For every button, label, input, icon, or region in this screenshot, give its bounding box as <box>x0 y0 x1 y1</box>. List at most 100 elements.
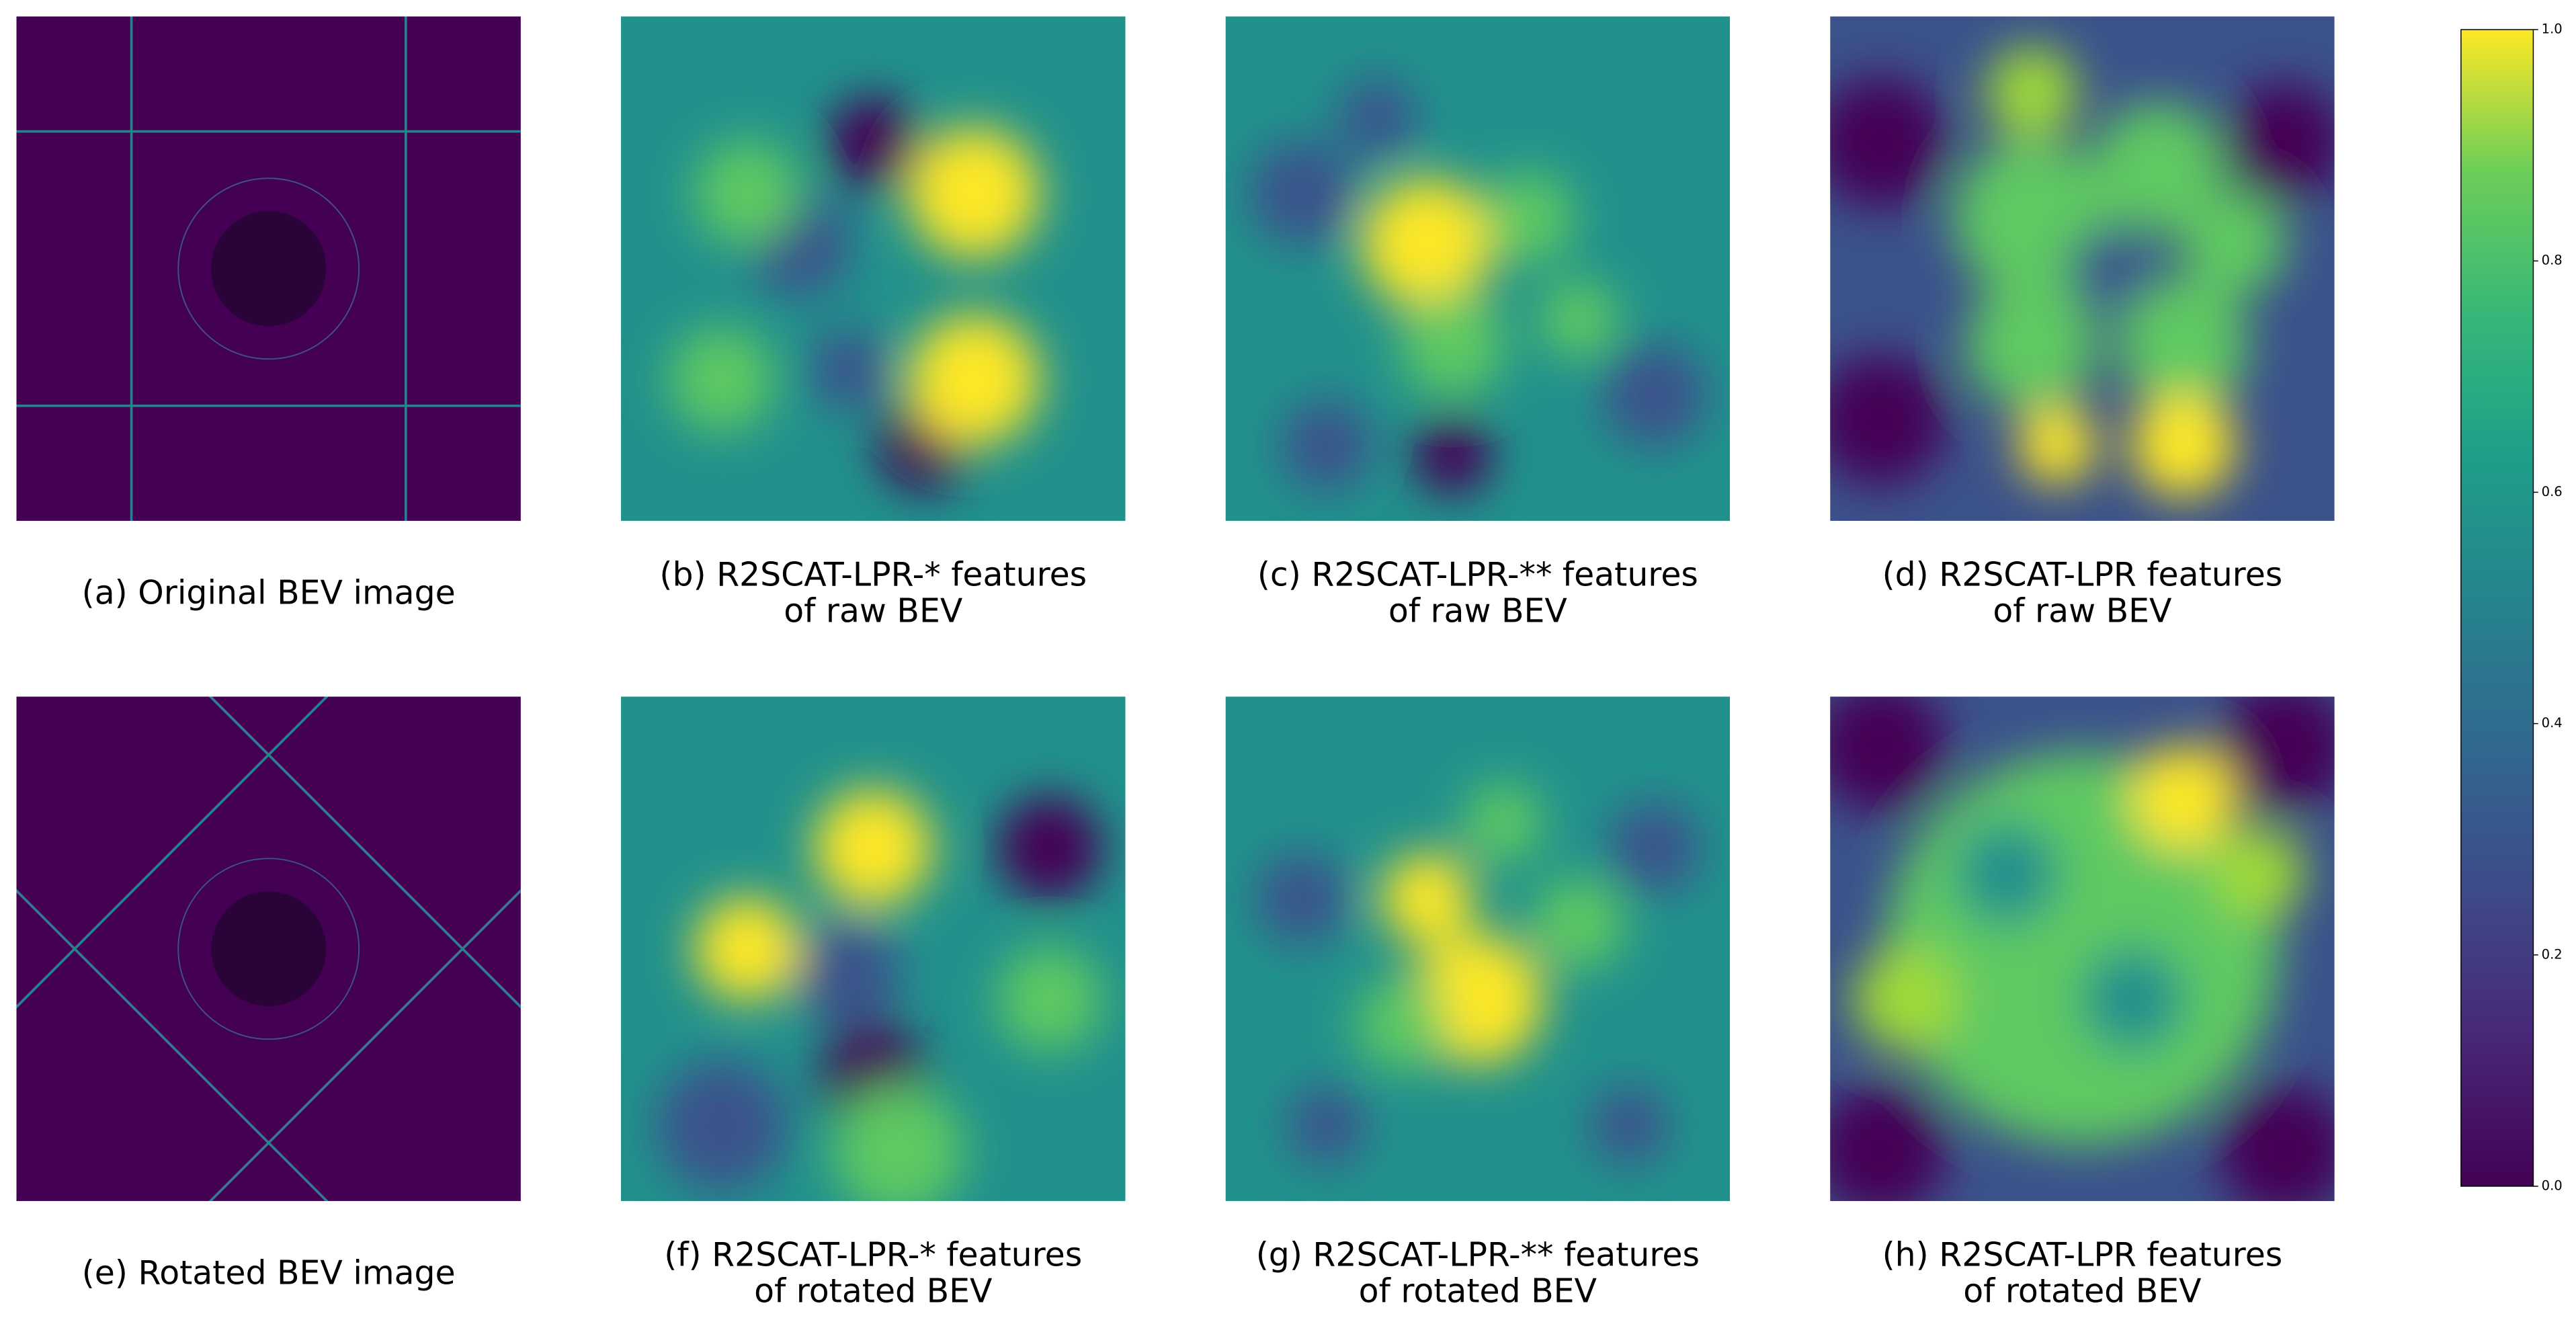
feature-blob <box>2218 1085 2335 1201</box>
panel-image <box>1830 696 2335 1201</box>
panel-caption: of rotated BEV <box>754 1272 993 1310</box>
feature-blob <box>1362 177 1493 309</box>
scan-ring <box>177 177 360 360</box>
feature-blob <box>1830 1085 1946 1201</box>
feature-blob <box>1482 172 1575 264</box>
feature-blob <box>1255 852 1347 944</box>
feature-blob <box>1413 415 1492 495</box>
panel-caption: of raw BEV <box>1388 591 1568 630</box>
panel-image <box>1225 696 1731 1201</box>
feature-blob <box>1539 280 1618 359</box>
feature-blob <box>669 327 775 432</box>
colorbar-tick-label: 0.0 <box>2542 1178 2563 1193</box>
feature-blob <box>1966 278 2097 410</box>
feature-blob <box>1463 783 1542 862</box>
feature-blob <box>1830 77 1946 208</box>
feature-blob <box>1532 877 1625 970</box>
panel <box>1830 696 2335 1201</box>
road-edge <box>186 866 521 1201</box>
panel-image <box>16 16 521 521</box>
panel-caption: (h) R2SCAT-LPR features <box>1882 1236 2283 1274</box>
feature-blob <box>2092 102 2224 234</box>
panel-caption: (c) R2SCAT-LPR-** features <box>1257 556 1698 594</box>
colorbar-tick-label: 0.6 <box>2542 484 2563 499</box>
panel <box>621 696 1126 1201</box>
colorbar-tick-label: 0.2 <box>2542 946 2563 962</box>
feature-blob <box>1287 1085 1366 1165</box>
feature-blob <box>694 896 800 1001</box>
panel-caption: of rotated BEV <box>1963 1272 2202 1310</box>
feature-blobs <box>656 788 1102 1201</box>
panel-caption: (e) Rotated BEV image <box>82 1253 456 1292</box>
feature-blob <box>2130 393 2236 498</box>
feature-blob <box>694 140 800 246</box>
feature-blob <box>997 795 1102 901</box>
feature-blob <box>1249 140 1354 246</box>
feature-blob <box>2212 827 2305 919</box>
road-edge <box>16 696 351 1032</box>
feature-blob <box>2080 946 2186 1052</box>
scan-ring <box>177 858 360 1040</box>
road-edge <box>16 866 351 1201</box>
panel-image <box>621 696 1126 1201</box>
panel-background <box>621 16 1126 521</box>
bev-points <box>16 696 521 1201</box>
panel-caption: of rotated BEV <box>1359 1272 1597 1310</box>
feature-blob <box>997 946 1102 1052</box>
colorbar <box>2460 29 2534 1187</box>
feature-blob <box>1381 852 1474 944</box>
feature-blob <box>1400 292 1505 397</box>
feature-blob <box>656 1059 788 1191</box>
feature-blobs <box>1830 696 2335 1201</box>
panel-caption: (d) R2SCAT-LPR features <box>1882 556 2283 594</box>
feature-blob <box>2117 278 2249 410</box>
panel <box>1225 16 1731 521</box>
feature-blobs <box>669 96 1040 491</box>
feature-blobs <box>1255 783 1700 1165</box>
panel-caption: (a) Original BEV image <box>82 573 456 612</box>
blind-spot <box>211 211 327 327</box>
feature-blobs <box>1830 46 2335 498</box>
panel <box>1830 16 2335 521</box>
feature-blob <box>2068 229 2147 308</box>
feature-blob <box>1280 399 1372 491</box>
feature-blob <box>1830 354 1946 486</box>
feature-blob <box>2225 83 2335 202</box>
panel <box>621 16 1126 521</box>
panel-image <box>1225 16 1731 521</box>
colorbar-tick-label: 1.0 <box>2542 22 2563 37</box>
panel-caption: (f) R2SCAT-LPR-* features <box>664 1236 1082 1274</box>
feature-blob <box>1356 979 1448 1071</box>
feature-blob <box>795 921 901 1027</box>
feature-blob <box>2018 405 2097 485</box>
panel-image <box>16 696 521 1201</box>
feature-blob <box>2130 745 2236 850</box>
bev-points <box>16 16 521 521</box>
feature-blob <box>1830 696 1946 813</box>
panel-caption: (g) R2SCAT-LPR-** features <box>1256 1236 1700 1274</box>
panel-image <box>621 16 1126 521</box>
colorbar-tick-label: 0.4 <box>2542 715 2563 731</box>
panel <box>1225 696 1731 1201</box>
road-edge <box>186 696 521 1032</box>
feature-blob <box>814 788 933 907</box>
feature-blobs <box>1249 78 1707 495</box>
feature-blob <box>1589 1085 1669 1165</box>
feature-blob <box>908 127 1040 259</box>
feature-blob <box>1602 342 1707 448</box>
feature-blob <box>2218 696 2335 813</box>
panel <box>16 16 521 521</box>
feature-blob <box>2181 191 2286 296</box>
feature-blob <box>1954 821 2059 926</box>
feature-blob <box>1608 802 1700 894</box>
panel-caption: of raw BEV <box>784 591 963 630</box>
blind-spot <box>211 891 327 1007</box>
feature-blob <box>833 1085 964 1201</box>
panel-caption: of raw BEV <box>1993 591 2172 630</box>
panel <box>16 696 521 1201</box>
feature-blob <box>808 330 888 409</box>
feature-blob <box>1337 78 1417 157</box>
feature-blob <box>908 314 1040 446</box>
